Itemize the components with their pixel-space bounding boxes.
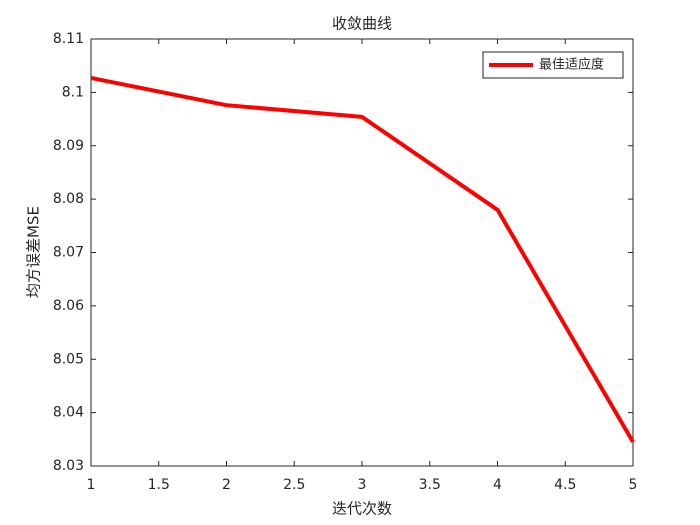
- legend-label: 最佳适应度: [539, 57, 604, 73]
- y-tick-label: 8.09: [53, 138, 84, 154]
- y-tick-label: 8.11: [53, 31, 84, 47]
- x-tick-label: 3.5: [419, 477, 441, 493]
- y-tick-label: 8.05: [53, 351, 84, 367]
- y-tick-label: 8.04: [53, 405, 84, 421]
- y-tick-label: 8.06: [53, 298, 84, 314]
- x-tick-label: 2: [222, 477, 231, 493]
- y-tick-label: 8.07: [53, 245, 84, 261]
- y-tick-label: 8.08: [53, 191, 84, 207]
- data-line: [90, 76, 635, 443]
- x-tick-label: 1: [87, 477, 96, 493]
- y-axis-label: 均方误差MSE: [25, 206, 43, 298]
- x-tick-label: 5: [629, 477, 638, 493]
- y-tick-label: 8.1: [62, 84, 84, 100]
- x-tick-label: 4: [493, 477, 502, 493]
- x-tick-label: 1.5: [148, 477, 170, 493]
- x-tick-label: 4.5: [554, 477, 576, 493]
- x-axis-label: 迭代次数: [332, 500, 392, 518]
- x-tick-label: 3: [358, 477, 367, 493]
- plot-area: [90, 38, 634, 467]
- x-tick-label: 2.5: [283, 477, 305, 493]
- y-tick-label: 8.03: [53, 458, 84, 474]
- chart-title: 收敛曲线: [332, 15, 392, 33]
